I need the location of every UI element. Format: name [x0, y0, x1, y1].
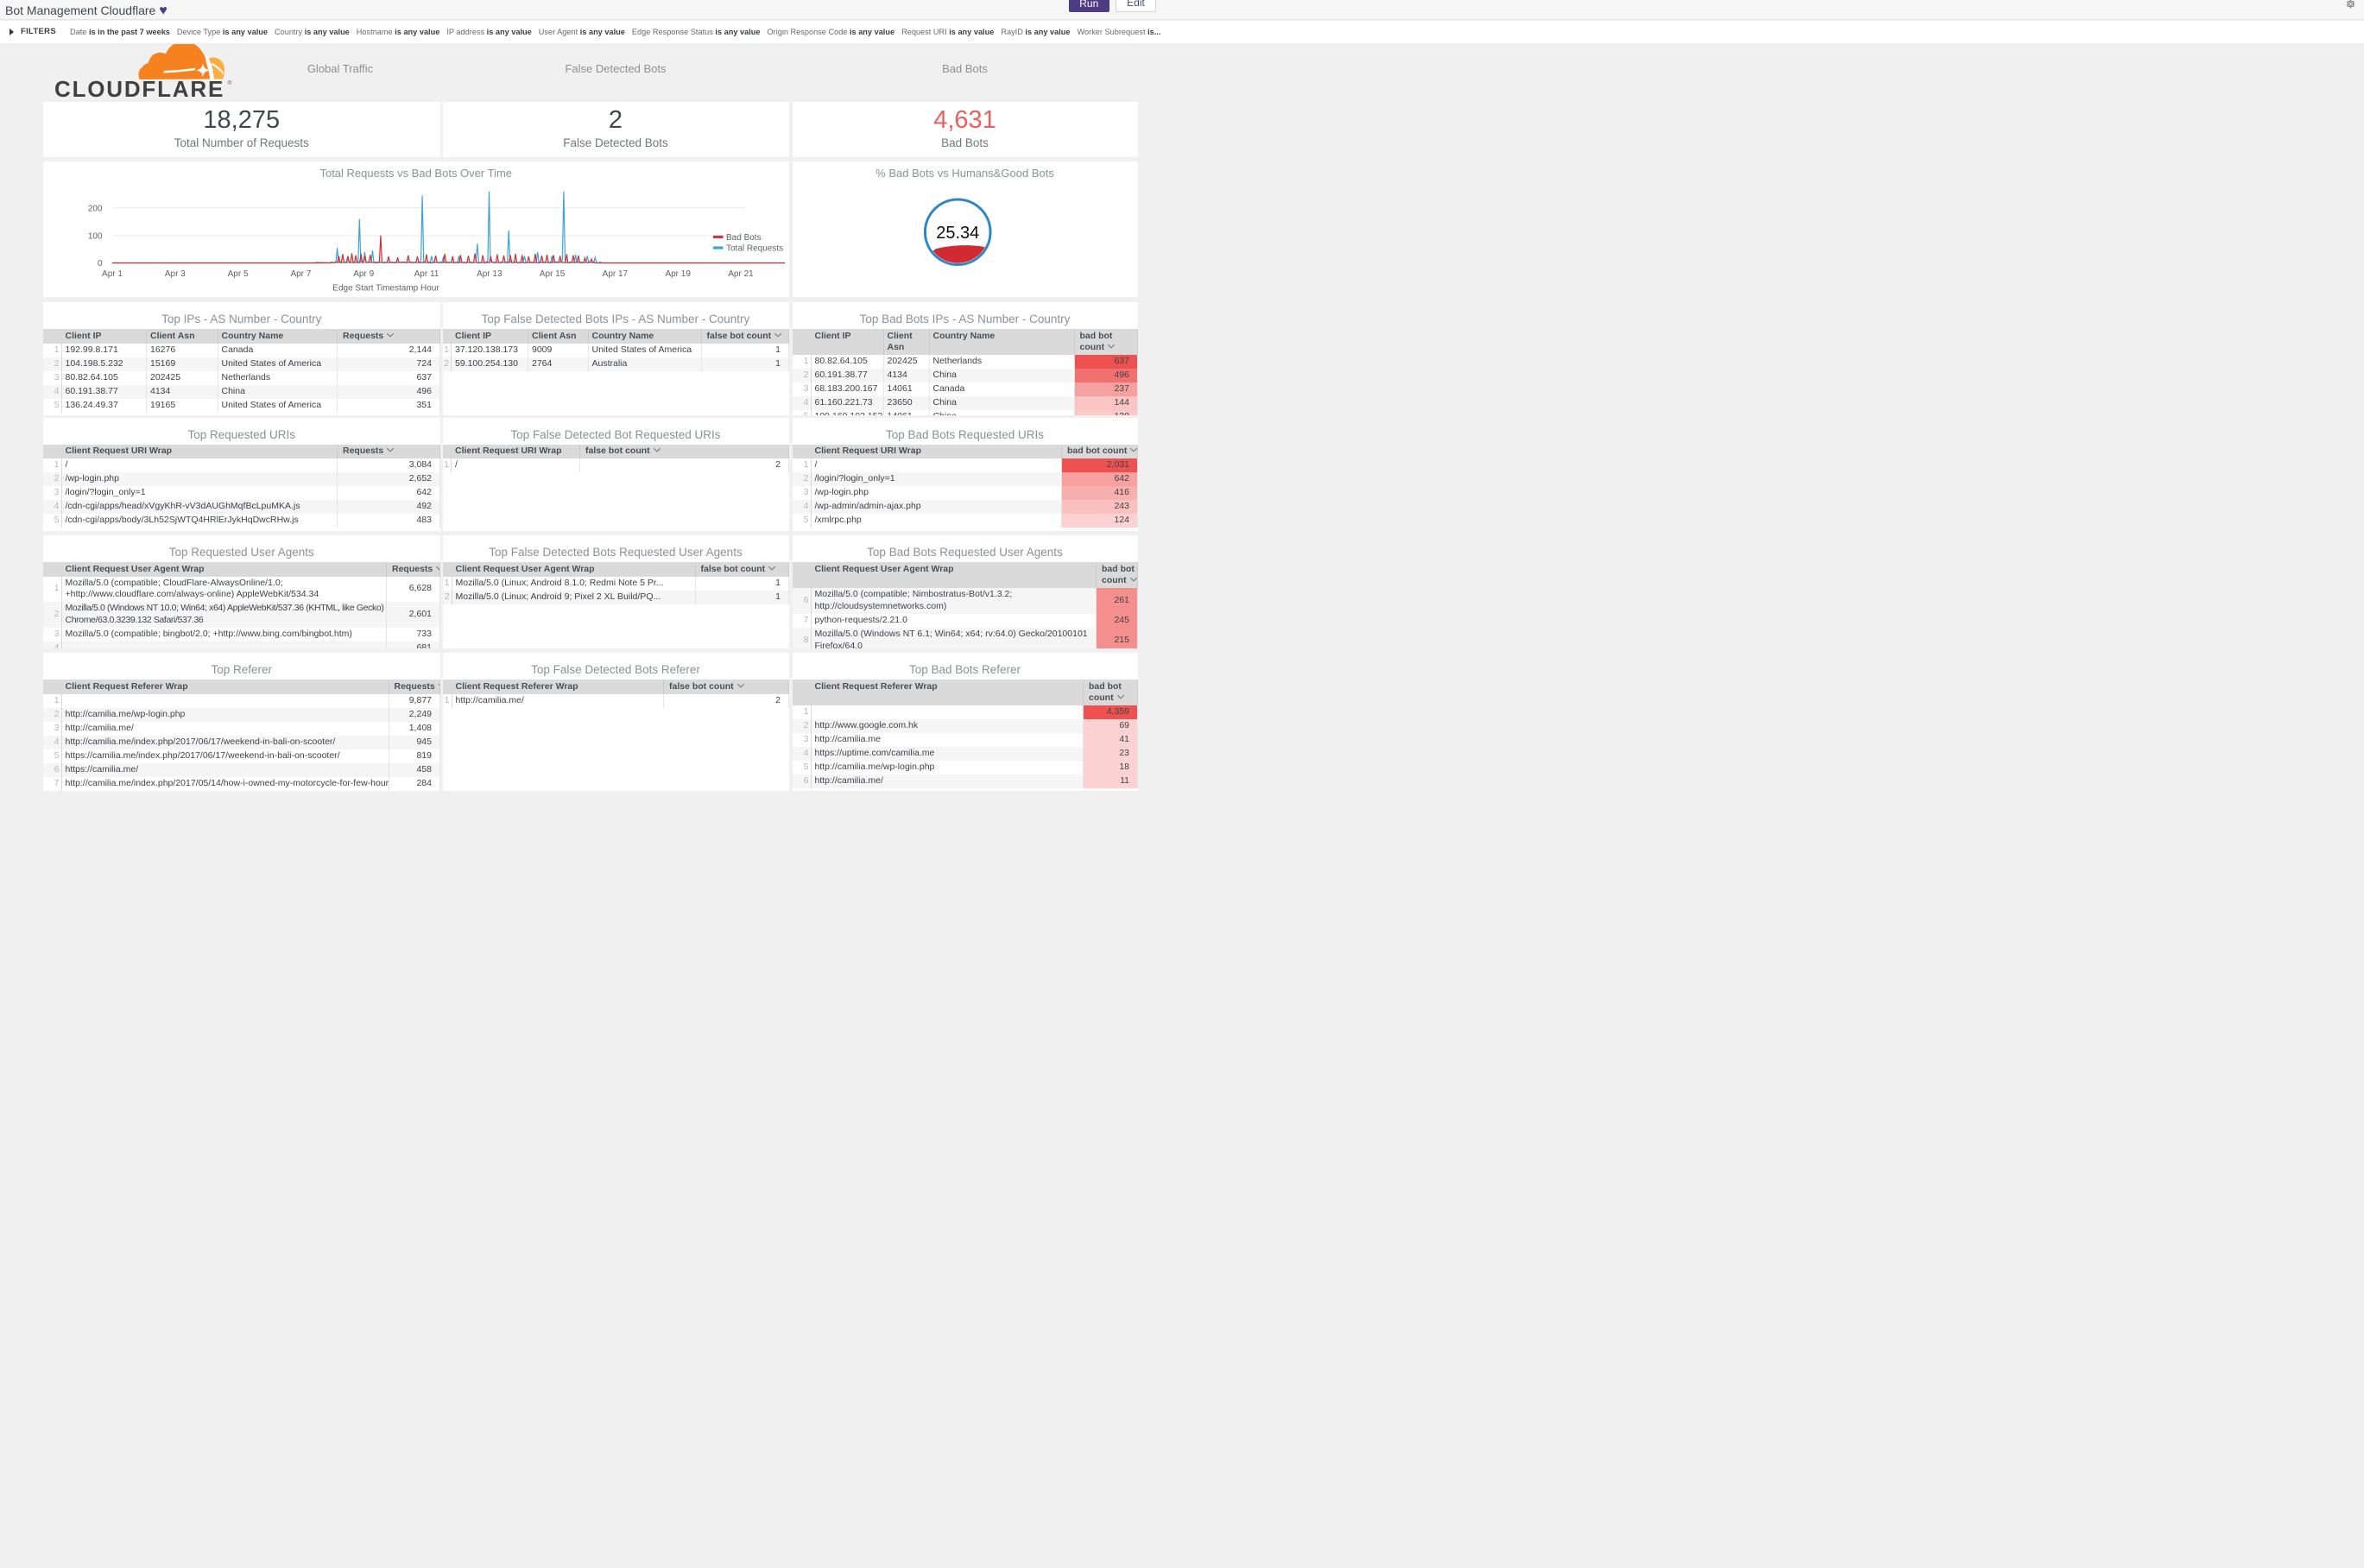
svg-text:Apr 11: Apr 11 [414, 269, 439, 279]
svg-text:Bad Bots: Bad Bots [726, 232, 762, 242]
svg-text:Edge Start Timestamp Hour: Edge Start Timestamp Hour [332, 283, 439, 293]
svg-text:Apr 7: Apr 7 [290, 269, 311, 279]
svg-text:CLOUDFLARE: CLOUDFLARE [54, 76, 224, 100]
svg-text:Apr 17: Apr 17 [603, 269, 629, 279]
svg-text:0: 0 [98, 259, 103, 269]
svg-text:Apr 5: Apr 5 [228, 269, 249, 279]
svg-text:Apr 15: Apr 15 [540, 269, 566, 279]
svg-text:100: 100 [88, 231, 103, 241]
svg-text:Apr 21: Apr 21 [728, 269, 754, 279]
svg-text:Apr 19: Apr 19 [665, 269, 691, 279]
svg-text:Apr 1: Apr 1 [102, 269, 123, 279]
svg-text:®: ® [228, 79, 232, 86]
svg-text:Apr 3: Apr 3 [165, 269, 186, 279]
svg-text:200: 200 [88, 204, 103, 213]
svg-text:Apr 13: Apr 13 [477, 269, 503, 279]
svg-text:25.34: 25.34 [936, 223, 979, 242]
svg-text:Total Requests: Total Requests [726, 243, 783, 253]
svg-text:Apr 9: Apr 9 [353, 269, 374, 279]
